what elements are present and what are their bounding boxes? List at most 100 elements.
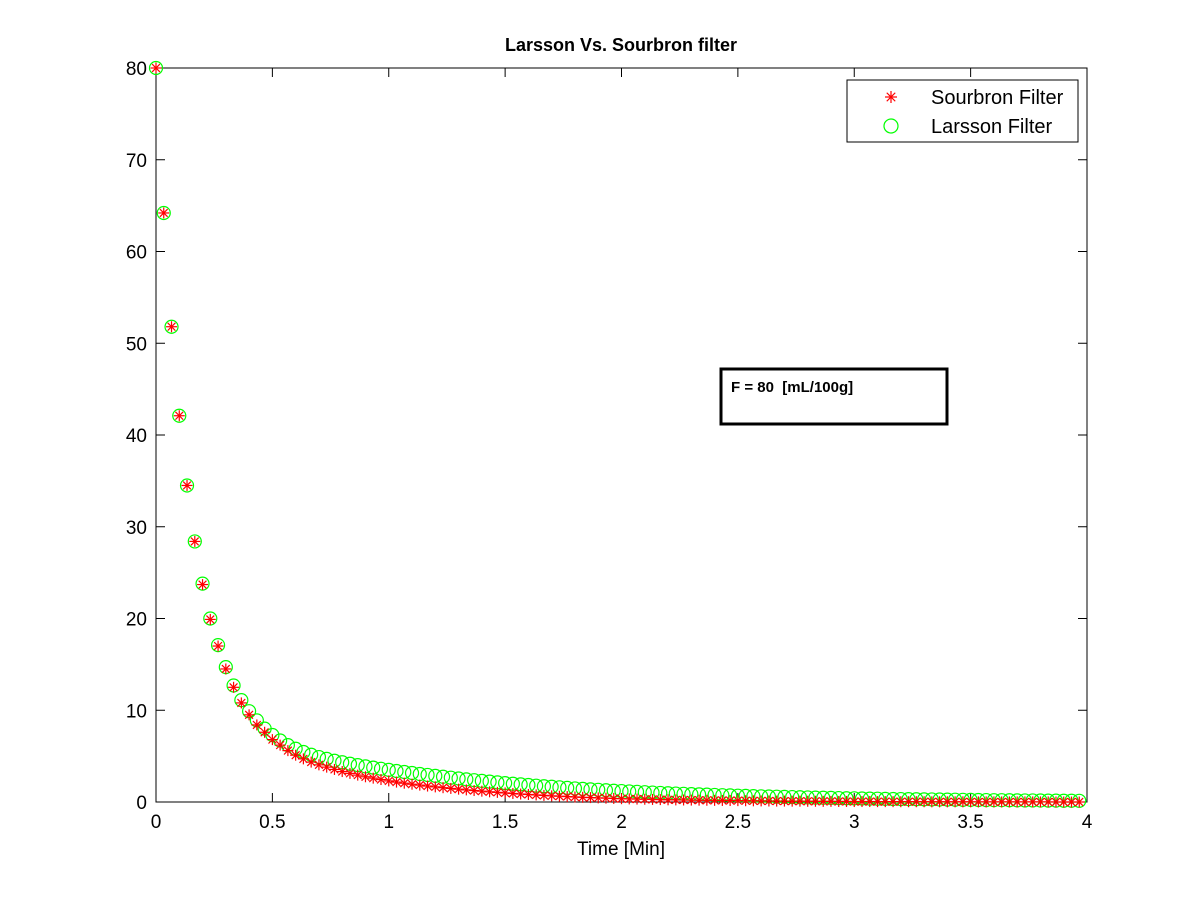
data-point-sourbron (996, 796, 1008, 808)
x-tick-label: 0.5 (259, 812, 285, 833)
data-point-sourbron (740, 795, 752, 807)
data-point-larsson (195, 576, 210, 591)
x-tick-label: 2.5 (725, 812, 751, 833)
data-point-sourbron (453, 783, 465, 795)
data-point-sourbron (243, 709, 255, 721)
y-tick-label: 20 (126, 610, 147, 631)
data-point-sourbron (150, 62, 162, 74)
legend-label-sourbron: Sourbron Filter (931, 87, 1064, 109)
data-point-sourbron (321, 761, 333, 773)
y-tick-label: 70 (126, 151, 147, 172)
legend-marker-larsson (883, 118, 899, 134)
data-point-sourbron (445, 782, 457, 794)
data-point-sourbron (359, 771, 371, 783)
data-point-sourbron (499, 787, 511, 799)
data-point-sourbron (910, 796, 922, 808)
data-point-sourbron (166, 321, 178, 333)
data-point-sourbron (173, 410, 185, 422)
x-tick-label: 1.5 (492, 812, 518, 833)
data-point-larsson (148, 60, 164, 76)
data-point-larsson (210, 638, 226, 653)
data-point-sourbron (313, 759, 325, 771)
data-point-larsson (179, 478, 195, 493)
x-axis-label: Time [Min] (577, 839, 665, 860)
data-point-sourbron (1003, 796, 1015, 808)
data-point-sourbron (468, 785, 480, 797)
annotation-frame (719, 367, 949, 426)
data-point-sourbron (429, 781, 441, 793)
data-point-sourbron (895, 796, 907, 808)
data-point-sourbron (693, 794, 705, 806)
data-point-sourbron (158, 207, 170, 219)
y-tick-label: 40 (126, 426, 147, 447)
data-point-sourbron (406, 778, 418, 790)
data-point-sourbron (197, 579, 209, 591)
data-point-sourbron (251, 719, 263, 731)
y-tick-label: 30 (126, 518, 147, 539)
x-tick-label: 0 (151, 812, 162, 833)
data-point-sourbron (701, 794, 713, 806)
data-point-larsson (164, 319, 179, 334)
data-point-sourbron (1027, 796, 1039, 808)
legend-marker-sourbron (885, 91, 897, 103)
y-tick-label: 50 (126, 334, 147, 355)
y-tick-label: 80 (126, 59, 147, 80)
data-point-sourbron (290, 749, 302, 761)
y-tick-label: 10 (126, 701, 147, 722)
data-point-sourbron (259, 726, 271, 738)
y-tick-label: 60 (126, 243, 147, 264)
chart-title: Larsson Vs. Sourbron filter (505, 35, 737, 55)
data-point-sourbron (282, 745, 294, 757)
legend-label-larsson: Larsson Filter (931, 116, 1052, 138)
legend-marker-larsson-glyph (883, 118, 899, 134)
annotation-text: F = 80 [mL/100g] (731, 379, 853, 396)
data-point-sourbron (336, 766, 348, 778)
data-point-sourbron (274, 739, 286, 751)
data-point-sourbron (181, 479, 193, 491)
data-point-sourbron (375, 774, 387, 786)
data-point-sourbron (670, 794, 682, 806)
data-point-sourbron (980, 796, 992, 808)
data-point-larsson (203, 611, 218, 626)
data-point-sourbron (988, 796, 1000, 808)
data-point-sourbron (476, 785, 488, 797)
data-point-sourbron (414, 779, 426, 791)
data-point-sourbron (608, 792, 620, 804)
data-point-sourbron (305, 756, 317, 768)
legend-box (846, 79, 1079, 143)
y-tick-label: 0 (136, 793, 147, 814)
x-tick-label: 2 (616, 812, 627, 833)
x-tick-label: 1 (383, 812, 394, 833)
series-sourbron-filter (150, 62, 1085, 808)
data-point-sourbron (189, 535, 201, 547)
legend: Sourbron Filter Larsson Filter (846, 79, 1079, 143)
data-point-larsson (156, 205, 171, 221)
data-point-sourbron (437, 782, 449, 794)
data-point-sourbron (592, 792, 604, 804)
data-point-sourbron (266, 734, 278, 746)
data-point-sourbron (1073, 796, 1085, 808)
data-point-sourbron (367, 772, 379, 784)
data-point-sourbron (212, 640, 224, 652)
x-tick-label: 3 (849, 812, 860, 833)
data-point-sourbron (383, 775, 395, 787)
data-point-sourbron (460, 784, 472, 796)
data-point-sourbron (398, 777, 410, 789)
data-point-sourbron (965, 796, 977, 808)
data-point-larsson (172, 408, 187, 423)
data-point-sourbron (328, 763, 340, 775)
data-point-sourbron (204, 613, 216, 625)
data-point-sourbron (422, 780, 434, 792)
annotation-box: F = 80 [mL/100g] (719, 367, 949, 426)
data-point-sourbron (220, 663, 232, 675)
data-point-sourbron (235, 697, 247, 709)
data-point-sourbron (352, 769, 364, 781)
data-point-larsson (187, 534, 202, 549)
data-point-sourbron (297, 753, 309, 765)
legend-marker-sourbron-glyph (885, 91, 897, 103)
data-point-sourbron (228, 681, 240, 693)
data-point-sourbron (724, 795, 736, 807)
y-axis: 0 10 20 30 40 50 60 70 80 (126, 59, 1087, 814)
